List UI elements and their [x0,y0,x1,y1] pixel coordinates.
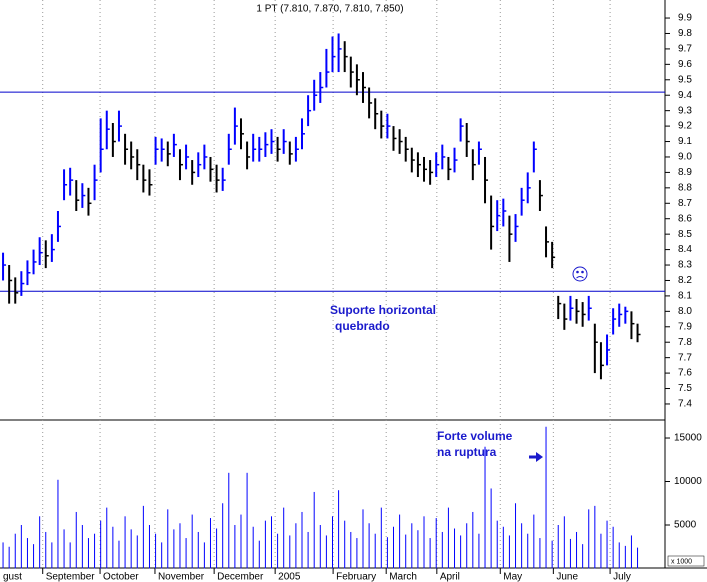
annotation: Suporte horizontal [330,303,436,317]
y-tick-label: 8.8 [678,182,692,193]
x-tick-label: April [440,572,460,582]
x-tick-label: December [217,572,264,582]
y-tick-label: 7.8 [678,337,692,348]
y-tick-label: 8.0 [678,306,692,317]
y-tick-label: 7.7 [678,352,692,363]
y-tick-label: 8.9 [678,167,692,178]
y-tick-label: 9.7 [678,44,692,55]
y-tick-label: 8.6 [678,213,692,224]
y-tick-label: 9.6 [678,59,692,70]
unit-box [667,555,705,567]
y-tick-label: 8.3 [678,260,692,271]
x-tick-label: March [389,572,417,582]
annotation: Forte volume [437,429,513,443]
x-tick-label: June [556,572,578,582]
x-tick-label: gust [3,572,22,582]
y-tick-label: 9.5 [678,74,692,85]
x-tick-label: October [103,572,139,582]
y-tick-label: 9.4 [678,90,692,101]
y-tick-label: 8.1 [678,291,692,302]
y-tick-label: 9.2 [678,121,692,132]
annotation: na ruptura [437,445,497,459]
x-tick-label: November [158,572,205,582]
y-tick-label: 5000 [674,520,697,531]
y-tick-label: 15000 [674,433,702,444]
y-tick-label: 8.5 [678,229,692,240]
chart-title: 1 PT (7.810, 7.870, 7.810, 7.850) [256,4,403,15]
y-tick-label: 9.8 [678,28,692,39]
x-tick-label: July [613,572,631,582]
y-tick-label: 8.4 [678,244,692,255]
frown-icon [572,266,588,282]
y-tick-label: 7.9 [678,321,692,332]
y-tick-label: 9.9 [678,13,692,24]
y-tick-label: 10000 [674,476,702,487]
y-axis-label: x 1000 [671,558,692,565]
x-tick-label: February [336,572,376,582]
arrow [529,452,543,462]
x-tick-label: May [503,572,522,582]
x-tick-label: September [46,572,96,582]
y-tick-label: 8.7 [678,198,692,209]
y-tick-label: 7.5 [678,383,692,394]
x-tick-label: 2005 [278,572,301,582]
annotation: quebrado [335,319,390,333]
y-tick-label: 9.3 [678,105,692,116]
y-tick-label: 9.0 [678,152,692,163]
y-tick-label: 8.2 [678,275,692,286]
y-tick-label: 9.1 [678,136,692,147]
y-tick-label: 7.6 [678,368,692,379]
y-tick-label: 7.4 [678,399,692,410]
